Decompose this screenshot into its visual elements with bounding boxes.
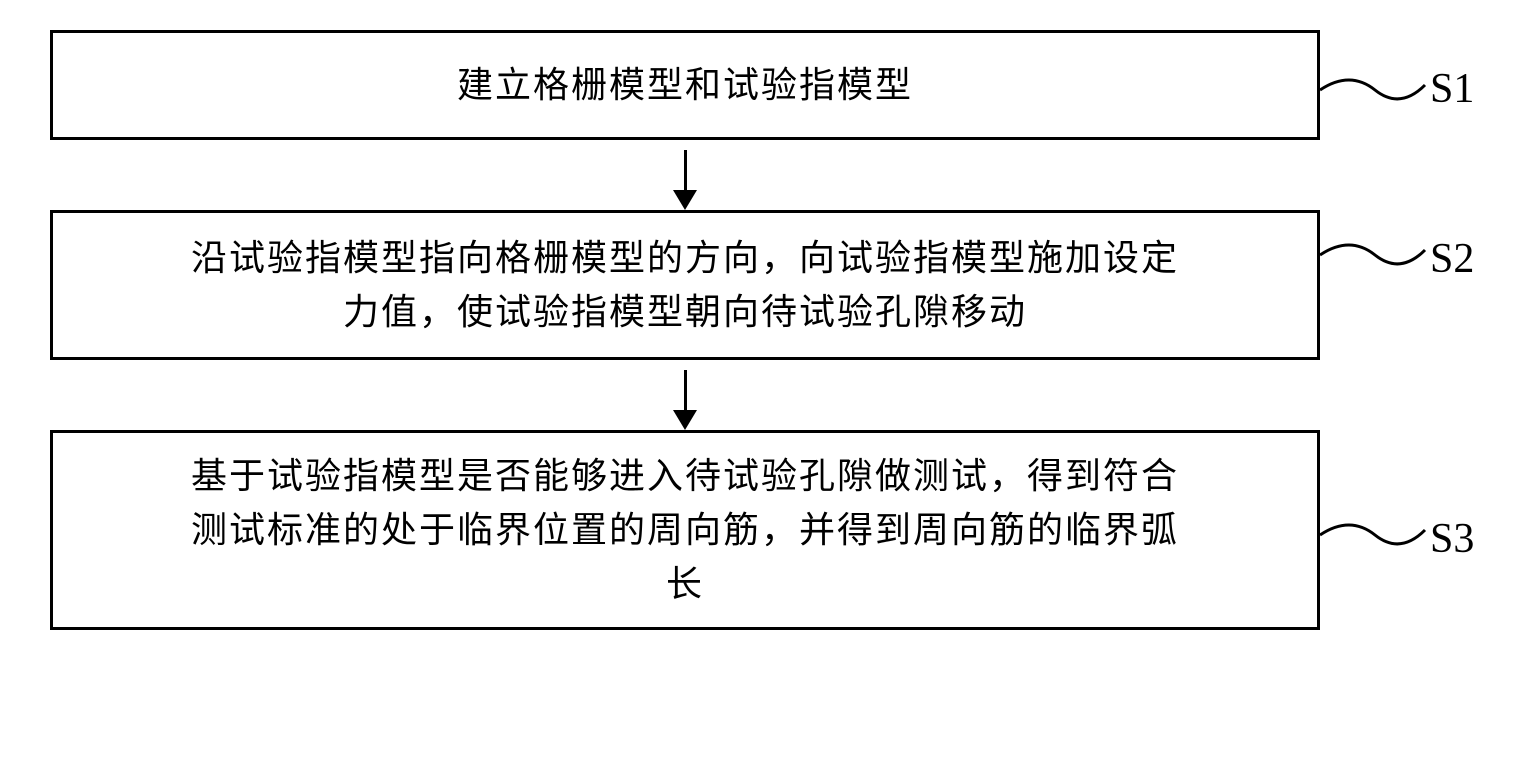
step-label-s1: S1 <box>1430 65 1474 113</box>
step-label-s3: S3 <box>1430 515 1474 563</box>
connector-s2 <box>1320 230 1430 280</box>
step-box-s1: 建立格栅模型和试验指模型 <box>50 30 1320 140</box>
step-box-s2: 沿试验指模型指向格栅模型的方向，向试验指模型施加设定 力值，使试验指模型朝向待试… <box>50 210 1320 360</box>
arrow-head-icon <box>673 410 697 430</box>
connector-s3 <box>1320 510 1430 560</box>
flowchart-container: 建立格栅模型和试验指模型 S1 沿试验指模型指向格栅模型的方向，向试验指模型施加… <box>50 30 1470 630</box>
arrow-2-3 <box>50 360 1320 430</box>
step-row-3: 基于试验指模型是否能够进入待试验孔隙做测试，得到符合 测试标准的处于临界位置的周… <box>50 430 1470 630</box>
step-text-s3-line1: 基于试验指模型是否能够进入待试验孔隙做测试，得到符合 <box>191 456 1179 496</box>
step-box-s3: 基于试验指模型是否能够进入待试验孔隙做测试，得到符合 测试标准的处于临界位置的周… <box>50 430 1320 630</box>
step-text-s2-line1: 沿试验指模型指向格栅模型的方向，向试验指模型施加设定 <box>191 238 1179 278</box>
arrow-head-icon <box>673 190 697 210</box>
step-label-s2: S2 <box>1430 235 1474 283</box>
connector-s1 <box>1320 65 1430 115</box>
step-row-2: 沿试验指模型指向格栅模型的方向，向试验指模型施加设定 力值，使试验指模型朝向待试… <box>50 210 1470 360</box>
arrow-1-2 <box>50 140 1320 210</box>
step-text-s3-line3: 长 <box>666 564 704 604</box>
step-text-s2-line2: 力值，使试验指模型朝向待试验孔隙移动 <box>343 292 1027 332</box>
step-text-s3-line2: 测试标准的处于临界位置的周向筋，并得到周向筋的临界弧 <box>191 510 1179 550</box>
step-text-s2: 沿试验指模型指向格栅模型的方向，向试验指模型施加设定 力值，使试验指模型朝向待试… <box>191 231 1179 339</box>
step-row-1: 建立格栅模型和试验指模型 S1 <box>50 30 1470 140</box>
step-text-s1: 建立格栅模型和试验指模型 <box>457 58 913 112</box>
step-text-s3: 基于试验指模型是否能够进入待试验孔隙做测试，得到符合 测试标准的处于临界位置的周… <box>191 449 1179 611</box>
